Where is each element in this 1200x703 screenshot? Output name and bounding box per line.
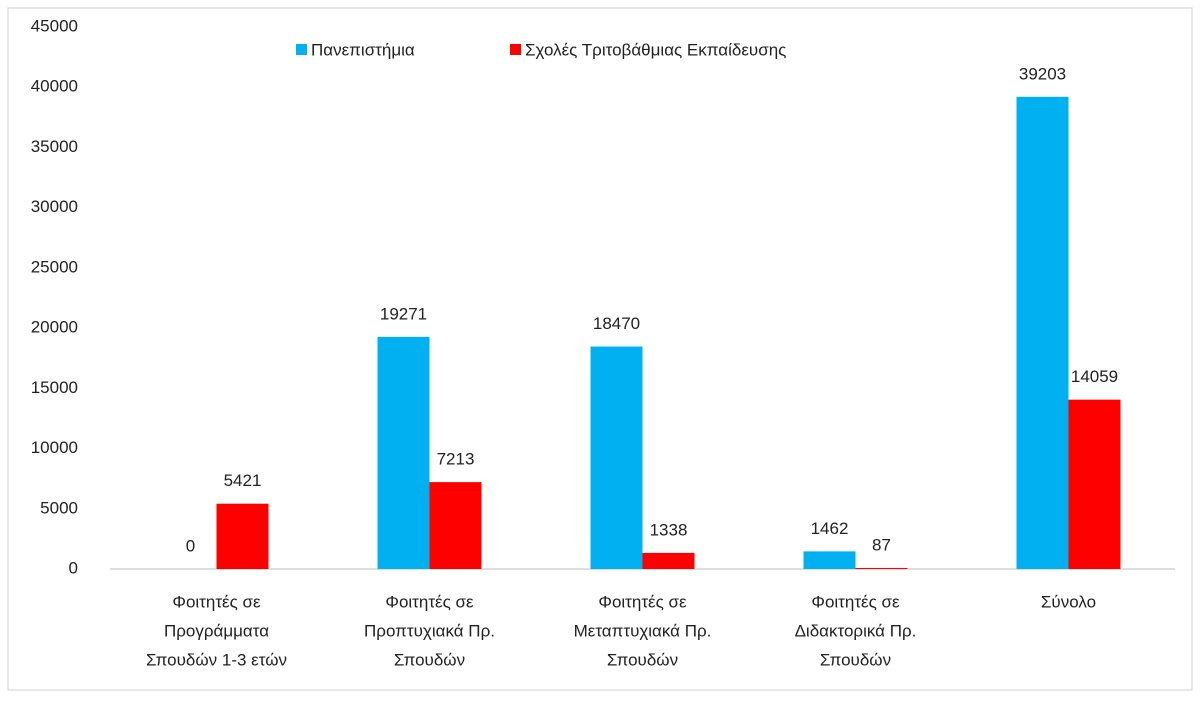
bar <box>803 551 856 569</box>
x-tick-label: Σπουδών <box>820 650 891 669</box>
bar <box>1068 399 1121 569</box>
value-label: 5421 <box>224 471 262 490</box>
value-label: 19271 <box>380 304 427 323</box>
x-tick-label: Φοιτητές σε <box>811 592 900 611</box>
y-tick-label: 30000 <box>31 197 78 216</box>
value-label: 1462 <box>811 519 849 538</box>
y-tick-label: 0 <box>69 558 78 577</box>
value-label: 0 <box>186 536 195 555</box>
x-tick-label: Προπτυχιακά Πρ. <box>364 621 495 640</box>
x-tick-label: Σπουδών <box>607 650 678 669</box>
x-tick-label: Φοιτητές σε <box>598 592 687 611</box>
x-tick-label: Σύνολο <box>1041 592 1096 611</box>
x-tick-label: Σπουδών <box>394 650 465 669</box>
value-label: 14059 <box>1071 367 1118 386</box>
bar <box>642 552 695 569</box>
value-label: 7213 <box>437 450 475 469</box>
y-tick-label: 10000 <box>31 438 78 457</box>
x-tick-label: Φοιτητές σε <box>172 592 261 611</box>
x-tick-label: Μεταπτυχιακά Πρ. <box>574 621 712 640</box>
legend-swatch <box>510 44 521 55</box>
bar <box>216 503 269 569</box>
bar <box>377 336 430 569</box>
bar <box>855 567 908 569</box>
bar <box>590 346 643 569</box>
value-label: 1338 <box>650 520 688 539</box>
legend-label: Σχολές Τριτοβάθμιας Εκπαίδευσης <box>525 40 786 59</box>
x-tick-label: Σπουδών 1-3 ετών <box>146 650 287 669</box>
x-tick-label: Φοιτητές σε <box>385 592 474 611</box>
x-tick-label: Διδακτορικά Πρ. <box>795 621 917 640</box>
legend-swatch <box>296 44 307 55</box>
y-tick-label: 15000 <box>31 378 78 397</box>
y-tick-label: 5000 <box>40 498 78 517</box>
value-label: 39203 <box>1019 64 1066 83</box>
bar <box>429 482 482 569</box>
y-tick-label: 35000 <box>31 137 78 156</box>
bar <box>1016 96 1069 569</box>
y-tick-label: 25000 <box>31 257 78 276</box>
y-tick-label: 40000 <box>31 77 78 96</box>
value-label: 18470 <box>593 314 640 333</box>
legend-label: Πανεπιστήμια <box>311 40 415 59</box>
y-tick-label: 45000 <box>31 16 78 35</box>
x-tick-label: Προγράμματα <box>164 621 269 640</box>
value-label: 87 <box>872 535 891 554</box>
y-tick-label: 20000 <box>31 318 78 337</box>
